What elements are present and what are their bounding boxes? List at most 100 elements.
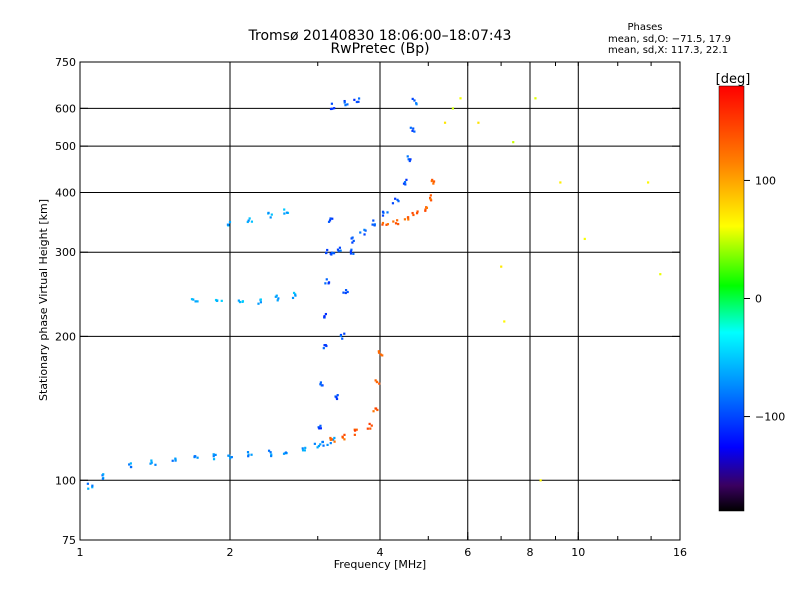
data-point (292, 291, 296, 295)
data-point (274, 295, 277, 298)
data-point (330, 102, 334, 105)
y-tick-label: 500 (55, 140, 76, 153)
data-point (301, 449, 305, 452)
data-point (129, 465, 133, 469)
data-point (406, 155, 409, 158)
data-point (369, 427, 372, 430)
data-point (86, 482, 89, 485)
data-point (335, 397, 339, 401)
data-point (406, 216, 410, 219)
data-point (333, 436, 336, 440)
data-point (247, 455, 250, 458)
data-point (270, 213, 273, 216)
data-point (319, 383, 322, 386)
data-point (413, 99, 416, 102)
data-point (412, 127, 415, 130)
data-point (359, 231, 362, 234)
data-point (283, 208, 286, 211)
chart-title: Tromsø 20140830 18:06:00–18:07:43 (248, 28, 512, 44)
x-tick-label: 8 (527, 546, 534, 559)
data-point (381, 214, 385, 217)
data-point (220, 299, 223, 302)
data-point (352, 239, 355, 242)
data-point (341, 435, 344, 438)
data-point (329, 107, 333, 111)
data-point (303, 449, 306, 452)
data-point (284, 451, 288, 454)
data-point (412, 213, 415, 217)
data-point (282, 452, 286, 455)
data-point (377, 351, 381, 354)
data-point (192, 298, 195, 301)
data-point (372, 219, 375, 222)
data-point (559, 181, 562, 184)
data-point (228, 454, 231, 457)
data-point (329, 442, 332, 445)
data-point (267, 449, 271, 452)
data-point (324, 282, 327, 285)
x-tick-label: 4 (377, 546, 384, 559)
data-point (87, 487, 90, 490)
data-point (368, 422, 371, 426)
data-point (379, 353, 383, 356)
data-point (228, 220, 232, 224)
data-point (432, 180, 436, 183)
data-point (403, 218, 407, 221)
data-point (385, 223, 388, 226)
data-point (325, 251, 328, 254)
data-point (344, 291, 347, 295)
data-point (269, 216, 272, 219)
data-point (424, 209, 427, 212)
data-point (319, 424, 322, 427)
data-point (212, 458, 216, 461)
data-point (212, 455, 215, 458)
chart-subtitle: RwPretec (Bp) (330, 41, 429, 57)
data-point (190, 298, 194, 301)
data-point (196, 300, 199, 303)
data-point (267, 211, 270, 214)
data-point (353, 433, 356, 436)
colorbar-label: [deg] (716, 72, 751, 87)
data-point (283, 212, 286, 215)
y-tick-label: 75 (62, 534, 76, 547)
data-point (500, 265, 503, 268)
data-point (304, 446, 307, 449)
data-point (432, 182, 435, 185)
stats-heading: Phases (627, 22, 662, 33)
data-point (363, 228, 366, 231)
data-point (174, 457, 177, 460)
data-point (91, 486, 94, 489)
data-point (415, 103, 418, 106)
data-point (403, 181, 407, 184)
data-point (277, 297, 280, 300)
data-point (415, 212, 419, 215)
data-point (320, 384, 323, 387)
data-point (247, 453, 250, 456)
data-point (512, 141, 515, 144)
data-point (429, 198, 432, 201)
data-point (317, 426, 320, 429)
data-point (346, 103, 349, 106)
data-point (477, 121, 480, 124)
data-point (402, 182, 406, 185)
data-point (370, 424, 373, 427)
data-point (336, 248, 340, 251)
data-point (344, 104, 347, 107)
data-point (150, 461, 153, 464)
data-point (246, 451, 250, 454)
data-point (171, 459, 174, 462)
data-point (212, 453, 215, 456)
data-point (196, 456, 199, 459)
data-point (392, 220, 395, 223)
data-point (323, 316, 326, 319)
data-point (327, 220, 331, 223)
colorbar-ticks: 100 0 −100 (744, 174, 785, 424)
data-point (381, 223, 384, 226)
data-point (214, 298, 218, 302)
data-point (319, 427, 322, 430)
data-point (316, 446, 319, 449)
data-point (91, 484, 94, 487)
data-point (396, 219, 399, 222)
data-point (355, 100, 358, 104)
